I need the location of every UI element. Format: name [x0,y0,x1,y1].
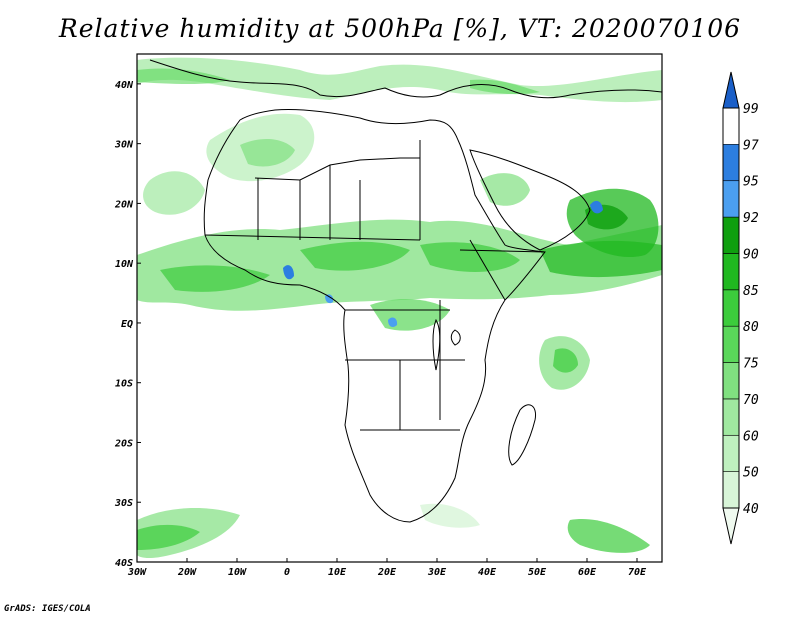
colorbar-lower-triangle [722,507,740,545]
lat-tick-label: 30S [114,498,133,509]
colorbar-box [722,253,740,291]
map-frame [136,53,663,563]
lon-tick-label: 10E [328,567,347,578]
lon-tick-label: 20W [177,567,197,578]
lon-tick-label: 30E [427,567,447,578]
colorbar-label: 75 [743,357,759,372]
coastlines [149,59,662,523]
credit-text: GrADS: IGES/COLA [4,604,91,614]
colorbar-box [722,471,740,509]
colorbar-box [722,325,740,363]
colorbar-label: 60 [743,429,759,444]
colorbar-label: 40 [743,502,759,517]
colorbar-label: 99 [743,102,759,117]
colorbar-box [722,362,740,400]
lon-tick-label: 50E [528,567,547,578]
lat-tick-label: 10S [115,379,133,390]
lon-tick-label: 60E [578,567,597,578]
lon-axis: 30W 20W 10W 0 10E 20E 30E 40E 50E 60E 70E [127,558,647,578]
colorbar-label: 80 [743,320,759,335]
lat-tick-label: 20N [114,199,134,210]
lat-tick-label: EQ [121,319,133,330]
lat-tick-label: 40S [115,558,133,569]
lat-tick-label: 20S [114,438,133,449]
lat-tick-label: 40N [115,80,134,91]
colorbar-box [722,216,740,254]
lat-tick-label: 10N [115,259,134,270]
map-title: Relative humidity at 500hPa [%], VT: 202… [58,14,742,43]
lon-tick-label: 30W [127,567,147,578]
humidity-field [137,57,662,559]
colorbar-label: 90 [743,247,759,262]
lat-axis: 40N 30N 20N 10N EQ 10S 20S 30S 40S [114,80,141,569]
colorbar-label: 85 [743,284,759,299]
lat-tick-label: 30N [114,140,134,151]
lon-tick-label: 10W [228,567,247,578]
colorbar-outline [722,107,740,509]
colorbar-label: 95 [743,175,759,190]
colorbar-label: 70 [743,393,759,408]
colorbar-label: 97 [743,138,759,153]
colorbar-box [722,180,740,218]
colorbar-label: 50 [743,466,759,481]
colorbar-box [722,434,740,472]
lon-tick-label: 70E [628,567,647,578]
colorbar-upper-triangle [722,71,740,109]
colorbar-box [722,289,740,327]
colorbar: 40 50 60 70 75 80 85 90 92 95 97 99 [722,71,759,545]
colorbar-box [722,144,740,182]
lon-tick-label: 0 [284,567,290,578]
colorbar-box [722,398,740,436]
lon-tick-label: 40E [478,567,497,578]
colorbar-label: 92 [743,211,759,226]
lon-tick-label: 20E [377,567,397,578]
